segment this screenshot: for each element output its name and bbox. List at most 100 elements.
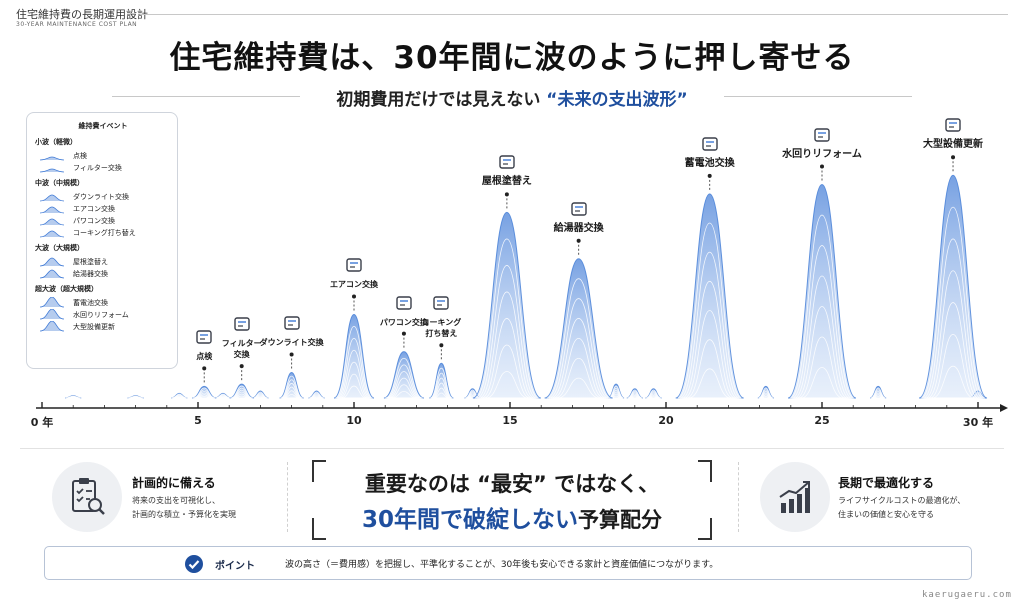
- legend-group-label: 大波（大規模）: [35, 244, 84, 252]
- separator-right: [738, 462, 739, 532]
- wave-peak: [279, 371, 304, 399]
- minor-wave: [757, 385, 774, 399]
- minor-wave: [607, 383, 625, 399]
- event-dot: [352, 294, 356, 299]
- bottom-divider: [20, 448, 1004, 449]
- event-dot: [504, 192, 509, 197]
- subtitle-text: 初期費用だけでは見えない: [336, 90, 541, 110]
- minor-wave: [308, 390, 325, 399]
- legend-item-label: 大型設備更新: [73, 323, 115, 331]
- wave-peak: [544, 258, 613, 399]
- legend-item: パワコン交換: [39, 215, 179, 226]
- wave-peak: [675, 193, 744, 399]
- legend-wave-icon: [39, 206, 65, 214]
- optimize-text-2: 住まいの価値と安心を守る: [838, 510, 934, 519]
- key-message-highlight: 30年間で破綻しない: [361, 507, 578, 533]
- x-axis-arrow: [1000, 404, 1008, 412]
- legend-wave-icon: [39, 257, 65, 267]
- event-dot: [401, 331, 406, 336]
- legend-item-label: フィルター交換: [73, 164, 122, 172]
- legend-item: ダウンライト交換: [39, 191, 179, 202]
- separator-left: [287, 462, 288, 532]
- header-divider: [140, 14, 1008, 15]
- watermark: kaerugaeru.com: [922, 590, 1012, 600]
- event-dot: [239, 364, 244, 369]
- key-message-line1: 重要なのは “最安” ではなく、: [364, 472, 660, 496]
- check-icon: [185, 555, 203, 573]
- minor-wave: [645, 388, 662, 399]
- plan-text-2: 計画的な積立・予算化を実現: [132, 510, 236, 519]
- legend-wave-icon: [39, 156, 65, 161]
- header-subtitle: 30-YEAR MAINTENANCE COST PLAN: [16, 21, 138, 28]
- wave-peak: [192, 385, 217, 399]
- subtitle-highlight: “未来の支出波形”: [546, 90, 688, 110]
- point-bar: ポイント 波の高さ（＝費用感）を把握し、平準化することが、30年後も安心できる家…: [44, 546, 972, 580]
- event-dot: [576, 238, 581, 243]
- legend-wave-icon: [39, 321, 65, 332]
- legend-group-label: 小波（軽微）: [35, 138, 77, 146]
- legend-item-label: コーキング打ち替え: [73, 229, 136, 237]
- legend-wave-icon: [39, 309, 65, 320]
- key-message-rest: 予算配分: [578, 508, 662, 532]
- event-dot: [289, 352, 294, 357]
- subtitle: 初期費用だけでは見えない “未来の支出波形”: [0, 85, 1024, 110]
- wave-peak: [918, 174, 988, 399]
- key-message-line2: 30年間で破綻しない予算配分: [312, 500, 712, 534]
- legend-item-label: 水回りリフォーム: [73, 311, 129, 319]
- legend-wave-icon: [39, 218, 65, 226]
- event-dot: [820, 164, 824, 169]
- legend-item-label: 点検: [73, 152, 87, 160]
- legend-group-label: 中波（中規模）: [35, 179, 84, 187]
- minor-wave: [626, 388, 643, 399]
- legend-item: 大型設備更新: [39, 321, 179, 332]
- wave-peak: [472, 211, 542, 399]
- event-dot: [951, 155, 956, 160]
- legend-item: 給湯器交換: [39, 268, 179, 279]
- legend-item-label: 蓄電池交換: [73, 299, 108, 307]
- legend-wave-icon: [39, 168, 65, 173]
- legend-wave-icon: [39, 194, 65, 202]
- minor-wave: [171, 392, 188, 399]
- wave-peak: [383, 351, 425, 399]
- minor-wave: [214, 392, 232, 399]
- bracket-top-right: [698, 460, 712, 482]
- bracket-bottom-left: [312, 518, 326, 540]
- bracket-bottom-right: [698, 518, 712, 540]
- legend-title: 維持費イベント: [78, 122, 128, 130]
- legend-item-label: 給湯器交換: [73, 270, 108, 278]
- point-text: 波の高さ（＝費用感）を把握し、平準化することが、30年後も安心できる家計と資産価…: [285, 560, 719, 570]
- header-title: 住宅維持費の長期運用設計: [16, 8, 148, 21]
- legend-item: コーキング打ち替え: [39, 227, 179, 238]
- wave-peak: [787, 184, 857, 399]
- plan-text-1: 将来の支出を可視化し、: [132, 496, 220, 505]
- minor-wave: [65, 395, 82, 399]
- event-dot: [707, 173, 712, 178]
- legend-wave-icon: [39, 230, 65, 238]
- main-title: 住宅維持費は、30年間に波のように押し寄せる: [169, 40, 855, 76]
- optimize-text-1: ライフサイクルコストの最適化が、: [838, 496, 966, 505]
- legend-wave-icon: [39, 297, 65, 308]
- legend-item: エアコン交換: [39, 203, 179, 214]
- checklist-icon: [52, 462, 122, 532]
- minor-wave: [870, 385, 887, 399]
- legend-item-label: エアコン交換: [73, 205, 115, 213]
- wave-peak: [229, 383, 254, 399]
- point-label: ポイント: [215, 561, 255, 572]
- legend-item: 水回りリフォーム: [39, 309, 179, 320]
- legend-item: 蓄電池交換: [39, 297, 179, 308]
- legend-item-label: パワコン交換: [73, 217, 115, 225]
- legend-item-label: 屋根塗替え: [73, 258, 108, 266]
- bracket-top-left: [312, 460, 326, 482]
- legend-item-label: ダウンライト交換: [73, 193, 129, 201]
- legend-item: フィルター交換: [39, 162, 179, 173]
- legend-panel: 維持費イベント 小波（軽微） 点検フィルター交換中波（中規模） ダウンライト交換 エア…: [26, 112, 178, 369]
- growth-chart-icon: [760, 462, 830, 532]
- minor-wave: [252, 390, 269, 399]
- event-dot: [202, 366, 207, 371]
- legend-item: 屋根塗替え: [39, 256, 179, 267]
- legend-wave-icon: [39, 269, 65, 279]
- wave-chart: [36, 155, 1008, 412]
- plan-title: 計画的に備える: [132, 476, 216, 490]
- legend-item: 点検: [39, 150, 179, 161]
- legend-group-label: 超大波（超大規模）: [35, 285, 98, 293]
